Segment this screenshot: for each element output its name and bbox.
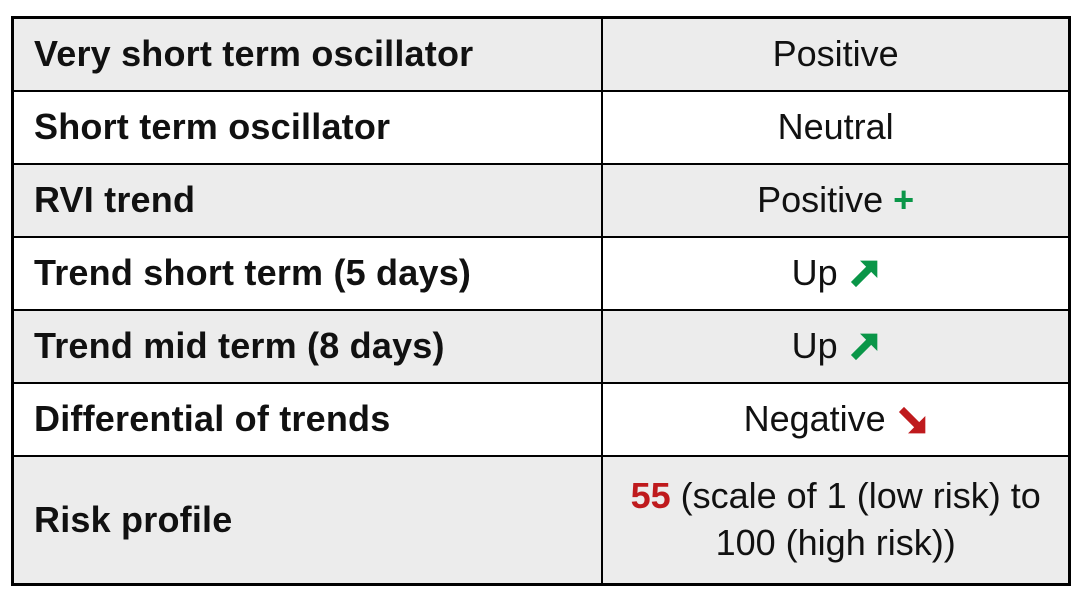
- row-value: Neutral: [601, 89, 1071, 165]
- table-row: Differential of trends Negative: [11, 381, 1071, 457]
- value-text: Positive: [757, 178, 884, 220]
- table-row: Risk profile 55 (scale of 1 (low risk) t…: [11, 454, 1071, 586]
- table-row: Trend short term (5 days) Up: [11, 235, 1071, 311]
- trend-down-icon: [898, 406, 926, 433]
- row-label: Differential of trends: [11, 381, 604, 457]
- row-label: Risk profile: [11, 454, 604, 586]
- row-label: Short term oscillator: [11, 89, 604, 165]
- table-row: Very short term oscillator Positive: [11, 16, 1071, 92]
- plus-icon: +: [893, 178, 915, 220]
- row-value: Negative: [601, 381, 1071, 457]
- row-value: Up: [601, 308, 1071, 384]
- value-text: Negative: [743, 397, 886, 439]
- risk-score: 55: [630, 474, 671, 516]
- indicator-table: Very short term oscillator Positive Shor…: [11, 16, 1071, 586]
- table-row: RVI trend Positive +: [11, 162, 1071, 238]
- row-value: 55 (scale of 1 (low risk) to 100 (high r…: [601, 454, 1071, 586]
- row-value: Up: [601, 235, 1071, 311]
- table-row: Trend mid term (8 days) Up: [11, 308, 1071, 384]
- value-text: Positive: [772, 32, 899, 74]
- row-value: Positive +: [601, 162, 1071, 238]
- row-label: Trend mid term (8 days): [11, 308, 604, 384]
- row-label: Trend short term (5 days): [11, 235, 604, 311]
- value-text: Up: [791, 251, 838, 293]
- value-text: Up: [791, 324, 838, 366]
- value-text: Neutral: [777, 105, 894, 147]
- row-label: Very short term oscillator: [11, 16, 604, 92]
- trend-up-icon: [850, 260, 877, 287]
- trend-up-icon: [850, 333, 877, 360]
- row-label: RVI trend: [11, 162, 604, 238]
- value-text: (scale of 1 (low risk) to 100 (high risk…: [680, 474, 1041, 563]
- row-value: Positive: [601, 16, 1071, 92]
- table-row: Short term oscillator Neutral: [11, 89, 1071, 165]
